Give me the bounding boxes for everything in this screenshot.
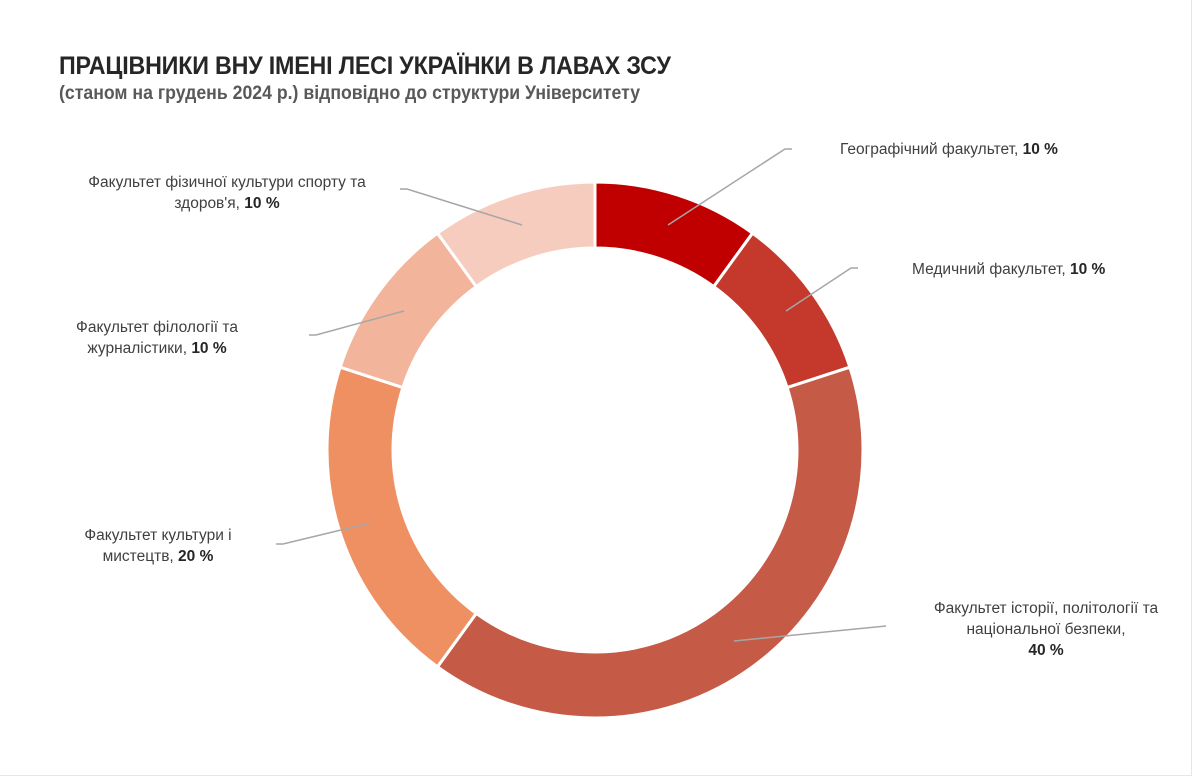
label-percent: 10 % [1022,141,1058,158]
data-label-medical: Медичний факультет, 10 % [912,259,1105,280]
leader-lines [276,148,887,642]
leader-line-medical [785,267,858,312]
leader-line-philology [309,310,405,336]
leader-line-culture-arts [276,522,371,545]
label-text-line1: Факультет філології та [76,319,238,336]
label-text-line1: Факультет історії, політології та [933,600,1159,617]
label-percent: 10 % [1070,261,1106,278]
label-text-line1: Факультет фізичної культури спорту та [88,174,366,191]
label-text-line2: національної безпеки, [966,621,1126,638]
data-label-geography: Географічний факультет, 10 % [840,139,1058,160]
leader-line-geography [667,148,792,226]
label-text-line2: мистецтв, [102,548,179,565]
donut-slice-culture-arts [325,365,479,669]
label-percent: 40 % [1028,642,1064,659]
chart-title: ПРАЦІВНИКИ ВНУ ІМЕНІ ЛЕСІ УКРАЇНКИ В ЛАВ… [59,52,671,80]
leader-line-sport [400,188,523,226]
data-label-history: Факультет історії, політології та націон… [896,598,1196,661]
data-label-philology: Факультет філології та журналістики, 10 … [52,317,262,359]
label-text-line1: Факультет культури і [84,527,232,544]
donut-slice-medical [711,231,852,390]
donut-slice-history [435,365,865,720]
label-percent: 10 % [244,195,280,212]
label-percent: 10 % [191,340,227,357]
data-label-sport: Факультет фізичної культури спорту та зд… [52,172,402,214]
chart-subtitle: (станом на грудень 2024 р.) відповідно д… [59,83,641,104]
label-text: Медичний факультет, [912,261,1070,278]
label-text-line2: журналістики, [87,340,192,357]
label-text-line2: здоров'я, [174,195,245,212]
label-percent: 20 % [178,548,214,565]
data-label-culture-arts: Факультет культури і мистецтв, 20 % [58,525,258,567]
donut-slice-sport [435,180,597,289]
leader-line-history [733,625,887,642]
label-text: Географічний факультет, [840,141,1023,158]
donut-slices [325,180,865,720]
